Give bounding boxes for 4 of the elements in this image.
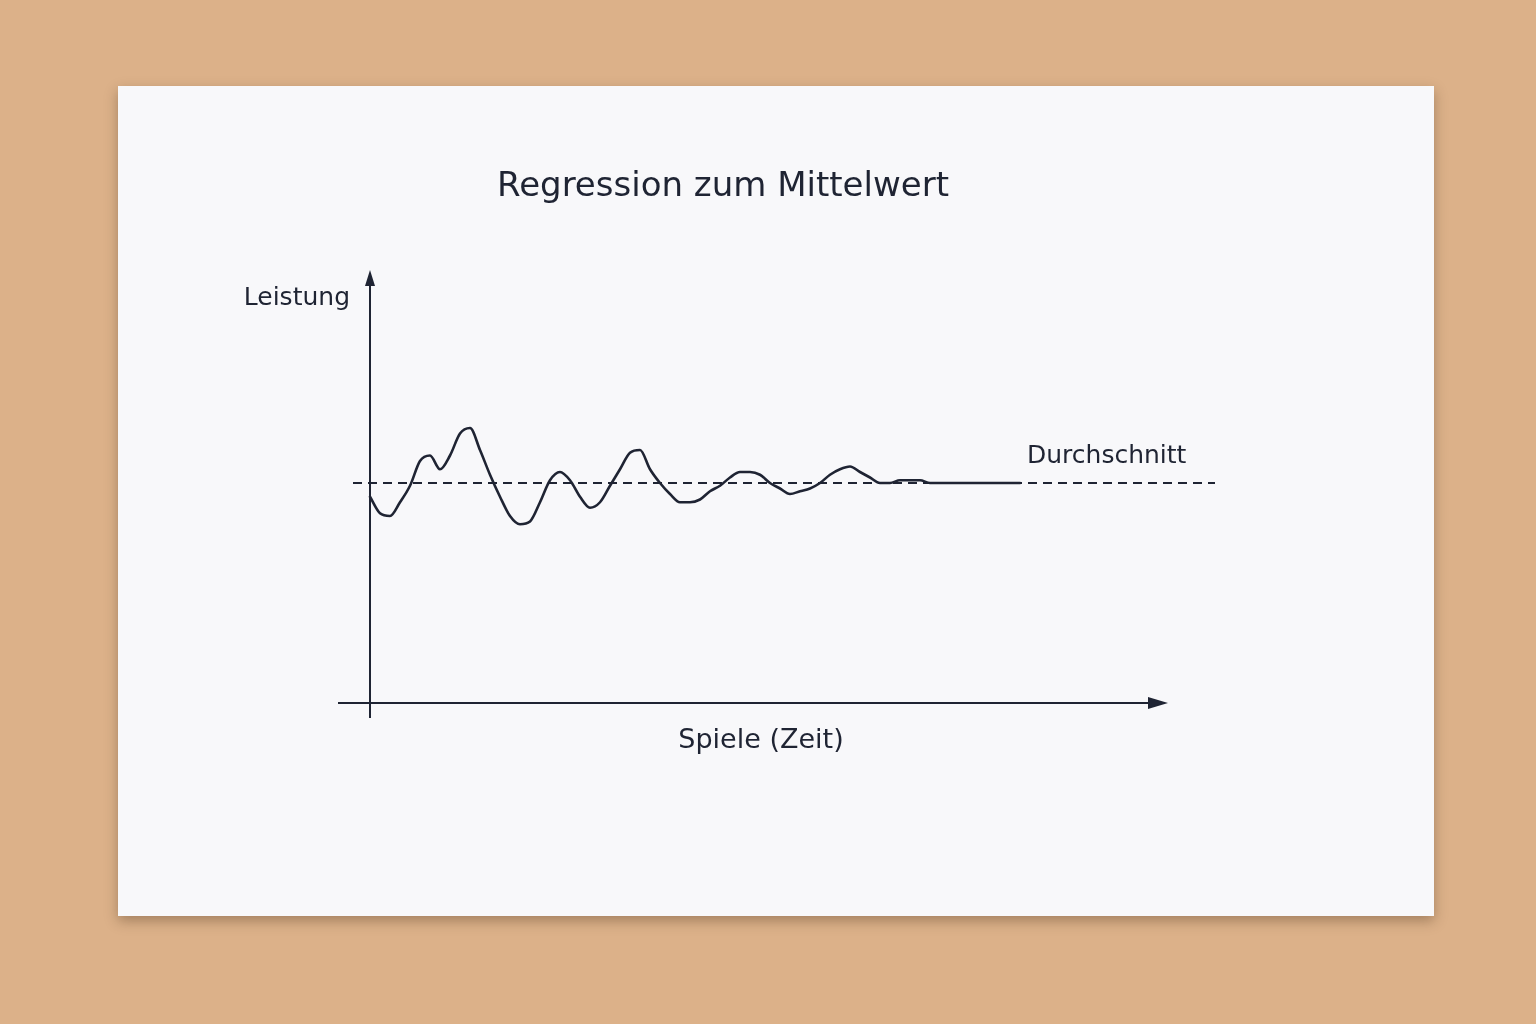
y-axis-title: Leistung: [243, 281, 350, 311]
x-axis-title: Spiele (Zeit): [678, 723, 844, 755]
chart-title: Regression zum Mittelwert: [497, 163, 949, 204]
ref-line-label: Durchschnitt: [1027, 439, 1187, 469]
